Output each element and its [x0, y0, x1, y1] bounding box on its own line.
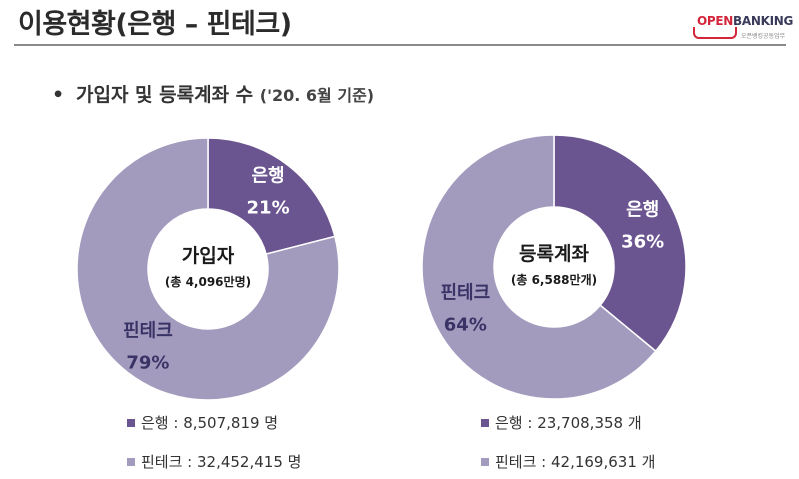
bullet-icon: •	[52, 84, 65, 106]
slice-label-percent: 79%	[126, 352, 169, 373]
pie-slice-bank	[207, 137, 336, 255]
legend-item: 은행 : 23,708,358 개	[481, 412, 642, 433]
title-divider	[14, 44, 786, 46]
legend-item: 은행 : 8,507,819 명	[127, 412, 278, 433]
slice-label-percent: 21%	[247, 198, 290, 219]
legend-swatch-fintech	[127, 457, 135, 466]
slice-label-name: 은행	[252, 166, 285, 187]
subtitle-basis: ('20. 6월 기준)	[259, 86, 375, 105]
logo-open: OPEN	[697, 14, 734, 28]
logo-wordmark: OPENBANKING	[697, 14, 793, 28]
pie-slice-bank	[553, 134, 687, 353]
legend-text: 은행 : 8,507,819 명	[141, 414, 279, 432]
logo-banking: BANKING	[733, 14, 794, 28]
slice-label-percent: 64%	[444, 315, 487, 336]
pie-slice-fintech	[76, 137, 340, 401]
legend-swatch-fintech	[481, 457, 489, 466]
legend-swatch-bank	[481, 418, 489, 427]
legend-item: 핀테크 : 42,169,631 개	[481, 451, 655, 472]
donut-center-sub: (총 6,588만개)	[511, 272, 597, 287]
section-subtitle: • 가입자 및 등록계좌 수 ('20. 6월 기준)	[52, 80, 374, 107]
legend-text: 핀테크 : 32,452,415 명	[141, 453, 302, 471]
legend-swatch-bank	[127, 418, 135, 427]
donut-center-label: 가입자	[182, 245, 235, 267]
donut-center-label: 등록계좌	[519, 243, 589, 265]
subtitle-text: 가입자 및 등록계좌 수	[76, 84, 254, 106]
openbanking-logo: OPENBANKING 오픈뱅킹공동업무	[689, 12, 793, 42]
slice-label-name: 은행	[626, 199, 659, 220]
logo-subtext: 오픈뱅킹공동업무	[741, 33, 786, 40]
legend-text: 은행 : 23,708,358 개	[495, 414, 642, 432]
donut-center-sub: (총 4,096만명)	[165, 274, 251, 289]
slice-label-name: 핀테크	[440, 283, 490, 304]
legend-item: 핀테크 : 32,452,415 명	[127, 451, 301, 472]
logo-mark-icon	[693, 27, 737, 39]
slice-label-name: 핀테크	[123, 320, 173, 341]
page-title: 이용현황(은행 – 핀테크)	[18, 9, 292, 40]
pie-slice-fintech	[421, 134, 657, 400]
legend-text: 핀테크 : 42,169,631 개	[495, 453, 656, 471]
slice-label-percent: 36%	[621, 231, 664, 252]
